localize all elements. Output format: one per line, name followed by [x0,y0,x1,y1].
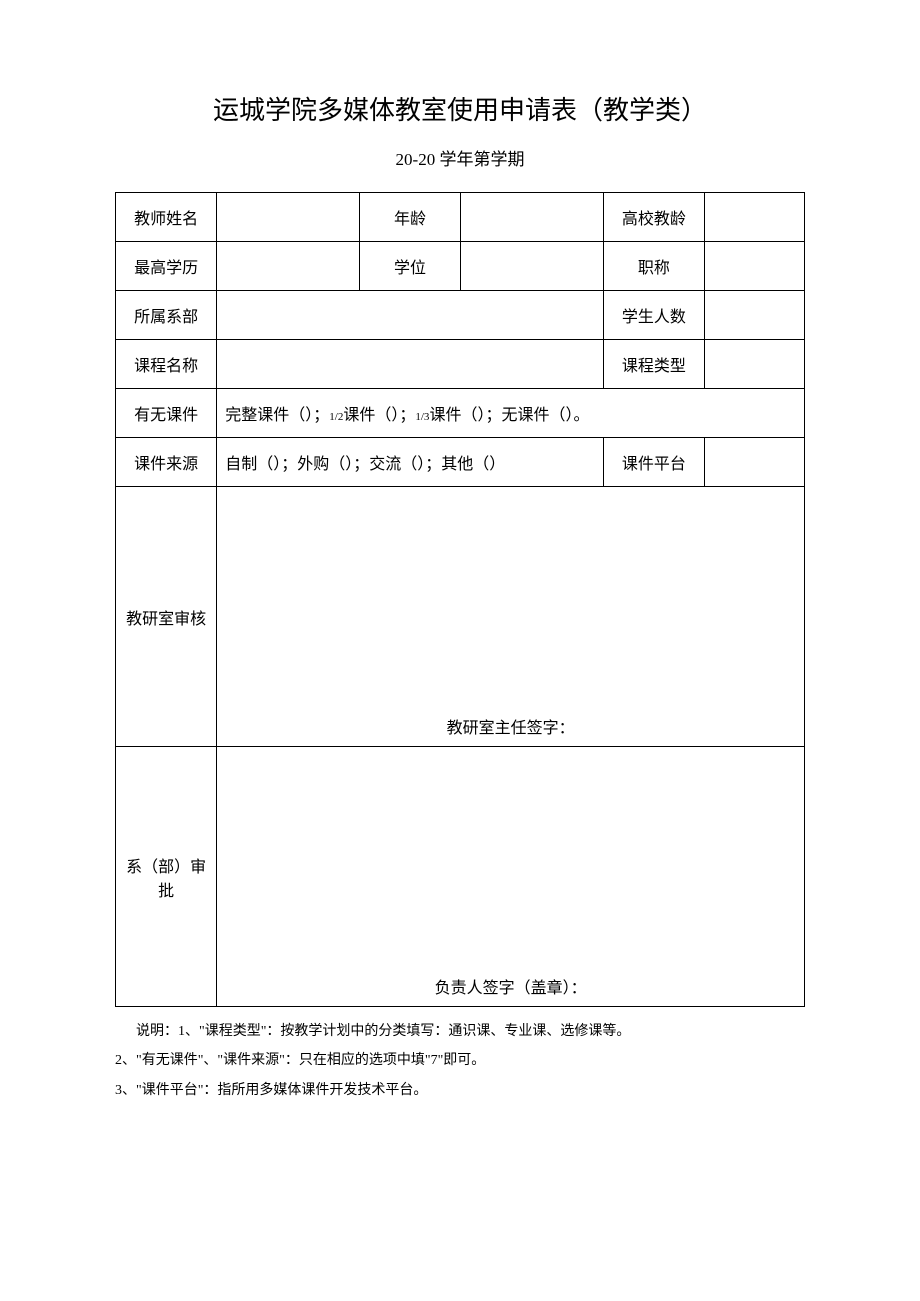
label-courseware-source: 课件来源 [116,438,217,487]
label-courseware-platform: 课件平台 [603,438,704,487]
label-department: 所属系部 [116,291,217,340]
field-student-count[interactable] [705,291,805,340]
note-line-3: 3、"课件平台"：指所用多媒体课件开发技术平台。 [115,1076,805,1105]
label-highest-edu: 最高学历 [116,242,217,291]
label-college-years: 高校教龄 [603,193,704,242]
field-age[interactable] [461,193,604,242]
signature-teaching-office: 教研室主任签字： [447,720,575,737]
label-title-rank: 职称 [603,242,704,291]
semester-subtitle: 20-20 学年第学期 [115,145,805,170]
page-title: 运城学院多媒体教室使用申请表（教学类） [115,90,805,127]
field-department[interactable] [217,291,604,340]
label-teacher-name: 教师姓名 [116,193,217,242]
notes-section: 说明：1、"课程类型"：按教学计划中的分类填写：通识课、专业课、选修课等。 2、… [115,1017,805,1105]
label-student-count: 学生人数 [603,291,704,340]
field-title-rank[interactable] [705,242,805,291]
application-form-table: 教师姓名 年龄 高校教龄 最高学历 学位 职称 所属系部 学生人数 课程名称 课… [115,192,805,1007]
label-has-courseware: 有无课件 [116,389,217,438]
field-degree[interactable] [461,242,604,291]
signature-dept-approval: 负责人签字（盖章）： [435,980,587,997]
field-dept-approval[interactable]: 负责人签字（盖章）： [217,747,805,1007]
label-course-name: 课程名称 [116,340,217,389]
note-line-1: 说明：1、"课程类型"：按教学计划中的分类填写：通识课、专业课、选修课等。 [115,1017,805,1046]
label-age: 年龄 [359,193,460,242]
field-course-name[interactable] [217,340,604,389]
field-courseware-source[interactable]: 自制（）；外购（）；交流（）；其他（） [217,438,604,487]
field-teaching-office-review[interactable]: 教研室主任签字： [217,487,805,747]
field-highest-edu[interactable] [217,242,360,291]
label-dept-approval: 系（部）审批 [116,747,217,1007]
field-has-courseware[interactable]: 完整课件（）；1/2课件（）；1/3课件（）；无课件（）。 [217,389,805,438]
field-college-years[interactable] [705,193,805,242]
label-teaching-office-review: 教研室审核 [116,487,217,747]
label-course-type: 课程类型 [603,340,704,389]
field-course-type[interactable] [705,340,805,389]
note-line-2: 2、"有无课件"、"课件来源"：只在相应的选项中填"7"即可。 [115,1046,805,1075]
label-degree: 学位 [359,242,460,291]
field-teacher-name[interactable] [217,193,360,242]
field-courseware-platform[interactable] [705,438,805,487]
